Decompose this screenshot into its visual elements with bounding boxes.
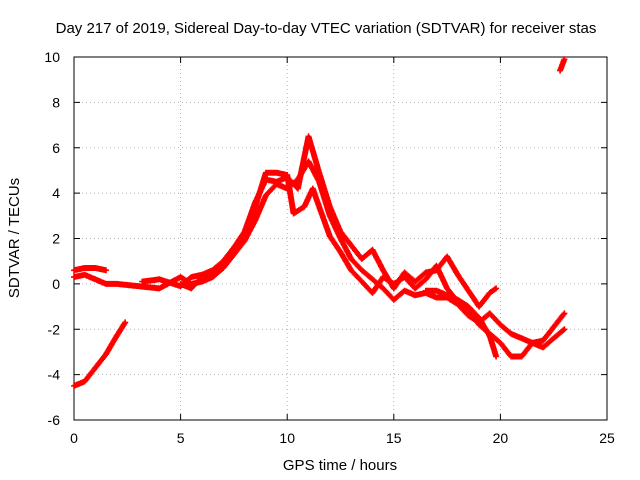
axis-ticks: 0 5 10 15 20 25 -6 -4 -2 0 2 4 6 8 10 [44, 49, 615, 446]
series-track-7 [557, 56, 568, 74]
y-tick-label: 10 [44, 49, 60, 65]
series-track-5 [422, 287, 500, 360]
x-tick-label: 0 [70, 430, 78, 446]
x-tick-label: 20 [493, 430, 509, 446]
x-axis-label: GPS time / hours [283, 457, 397, 474]
series-markers [177, 133, 500, 310]
y-axis-label: SDTVAR / TECUs [6, 178, 23, 298]
series-markers [422, 287, 500, 360]
y-tick-label: 4 [52, 185, 60, 201]
x-tick-label: 25 [599, 430, 615, 446]
x-tick-label: 5 [177, 430, 185, 446]
data-markers [71, 56, 568, 389]
y-tick-label: 2 [52, 231, 60, 247]
x-tick-label: 10 [279, 430, 295, 446]
series-markers [139, 169, 568, 360]
series-markers [71, 265, 109, 274]
chart-title: Day 217 of 2019, Sidereal Day-to-day VTE… [56, 20, 597, 37]
series-track-6 [71, 319, 129, 389]
y-tick-label: 0 [52, 276, 60, 292]
series-track-2 [71, 158, 568, 351]
series-track-3 [139, 169, 568, 360]
y-tick-label: -6 [48, 412, 61, 428]
series-markers [71, 319, 129, 389]
series-track-1 [71, 265, 109, 274]
x-tick-label: 15 [386, 430, 402, 446]
series-markers [557, 56, 568, 74]
series-markers [71, 158, 568, 351]
y-tick-label: 6 [52, 140, 60, 156]
series-track-4 [177, 133, 500, 310]
y-tick-label: 8 [52, 94, 60, 110]
y-tick-label: -2 [48, 321, 61, 337]
grid [74, 57, 607, 420]
y-tick-label: -4 [48, 367, 61, 383]
